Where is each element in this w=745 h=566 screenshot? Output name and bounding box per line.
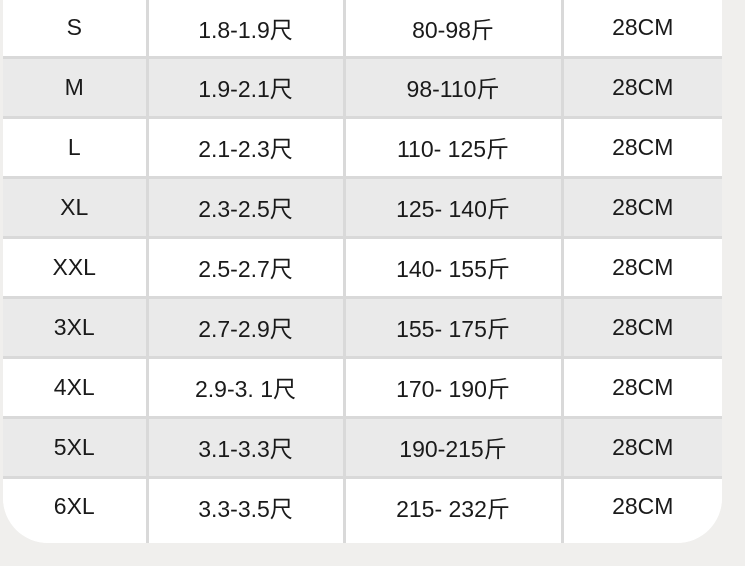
length-cell: 28CM [560,475,722,543]
waist-cell: 1.9-2.1尺 [145,55,344,117]
length-cell: 28CM [560,415,722,477]
table-row: 3XL 2.7-2.9尺 155- 175斤 28CM [3,295,722,357]
length-cell: 28CM [560,115,722,177]
table-row: S 1.8-1.9尺 80-98斤 28CM [3,0,722,57]
size-cell: XL [3,175,147,237]
table-row: XL 2.3-2.5尺 125- 140斤 28CM [3,175,722,237]
table-row: 6XL 3.3-3.5尺 215- 232斤 28CM [3,475,722,543]
weight-cell: 98-110斤 [342,55,562,117]
waist-cell: 2.1-2.3尺 [145,115,344,177]
size-cell: S [66,14,82,41]
size-cell: 6XL [3,475,147,543]
waist-cell: 1.8-1.9尺 [145,0,344,57]
table-row: XXL 2.5-2.7尺 140- 155斤 28CM [3,235,722,297]
table-row: 5XL 3.1-3.3尺 190-215斤 28CM [3,415,722,477]
waist-cell: 3.3-3.5尺 [145,475,344,543]
length-cell: 28CM [560,0,722,57]
weight-cell: 125- 140斤 [342,175,562,237]
weight-cell: 190-215斤 [342,415,562,477]
waist-cell: 3.1-3.3尺 [145,415,344,477]
length-cell: 28CM [560,175,722,237]
weight-cell: 215- 232斤 [342,475,562,543]
waist-cell: 2.9-3. 1尺 [145,355,344,417]
size-chart-card: S 1.8-1.9尺 80-98斤 28CM M 1.9-2.1尺 98-110… [3,0,722,543]
table-row: 4XL 2.9-3. 1尺 170- 190斤 28CM [3,355,722,417]
length-cell: 28CM [560,355,722,417]
weight-cell: 170- 190斤 [342,355,562,417]
size-chart-table: S 1.8-1.9尺 80-98斤 28CM M 1.9-2.1尺 98-110… [3,0,722,543]
weight-cell: 110- 125斤 [342,115,562,177]
waist-cell: 2.5-2.7尺 [145,235,344,297]
length-cell: 28CM [560,295,722,357]
size-cell: L [3,115,147,177]
table-row: L 2.1-2.3尺 110- 125斤 28CM [3,115,722,177]
size-cell: 5XL [3,415,147,477]
waist-cell: 2.7-2.9尺 [145,295,344,357]
weight-cell: 140- 155斤 [342,235,562,297]
length-cell: 28CM [560,55,722,117]
size-cell: M [3,55,147,117]
size-chart-body: S 1.8-1.9尺 80-98斤 28CM M 1.9-2.1尺 98-110… [3,0,722,543]
size-cell: 3XL [3,295,147,357]
table-row: M 1.9-2.1尺 98-110斤 28CM [3,55,722,117]
size-cell: 4XL [3,355,147,417]
weight-cell: 80-98斤 [342,0,562,57]
size-cell: XXL [3,235,147,297]
waist-cell: 2.3-2.5尺 [145,175,344,237]
weight-cell: 155- 175斤 [342,295,562,357]
length-cell: 28CM [560,235,722,297]
